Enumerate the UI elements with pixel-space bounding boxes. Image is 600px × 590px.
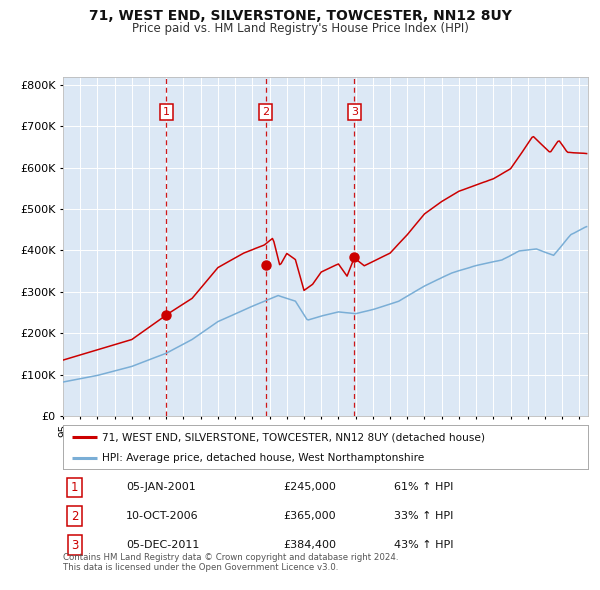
Text: 10-OCT-2006: 10-OCT-2006 xyxy=(126,512,199,521)
Text: This data is licensed under the Open Government Licence v3.0.: This data is licensed under the Open Gov… xyxy=(63,563,338,572)
Text: 3: 3 xyxy=(71,539,78,552)
Text: 05-DEC-2011: 05-DEC-2011 xyxy=(126,540,199,550)
Text: 2: 2 xyxy=(71,510,78,523)
Text: Price paid vs. HM Land Registry's House Price Index (HPI): Price paid vs. HM Land Registry's House … xyxy=(131,22,469,35)
Text: 3: 3 xyxy=(351,107,358,117)
Text: 43% ↑ HPI: 43% ↑ HPI xyxy=(394,540,453,550)
Text: £365,000: £365,000 xyxy=(284,512,336,521)
Text: 1: 1 xyxy=(163,107,170,117)
Text: Contains HM Land Registry data © Crown copyright and database right 2024.: Contains HM Land Registry data © Crown c… xyxy=(63,553,398,562)
Text: HPI: Average price, detached house, West Northamptonshire: HPI: Average price, detached house, West… xyxy=(103,454,425,463)
Text: 61% ↑ HPI: 61% ↑ HPI xyxy=(394,483,453,492)
Text: 71, WEST END, SILVERSTONE, TOWCESTER, NN12 8UY (detached house): 71, WEST END, SILVERSTONE, TOWCESTER, NN… xyxy=(103,432,485,442)
Text: 2: 2 xyxy=(262,107,269,117)
Text: £384,400: £384,400 xyxy=(284,540,337,550)
Text: £245,000: £245,000 xyxy=(284,483,337,492)
Text: 33% ↑ HPI: 33% ↑ HPI xyxy=(394,512,453,521)
Text: 1: 1 xyxy=(71,481,78,494)
Text: 71, WEST END, SILVERSTONE, TOWCESTER, NN12 8UY: 71, WEST END, SILVERSTONE, TOWCESTER, NN… xyxy=(89,9,511,24)
Text: 05-JAN-2001: 05-JAN-2001 xyxy=(126,483,196,492)
